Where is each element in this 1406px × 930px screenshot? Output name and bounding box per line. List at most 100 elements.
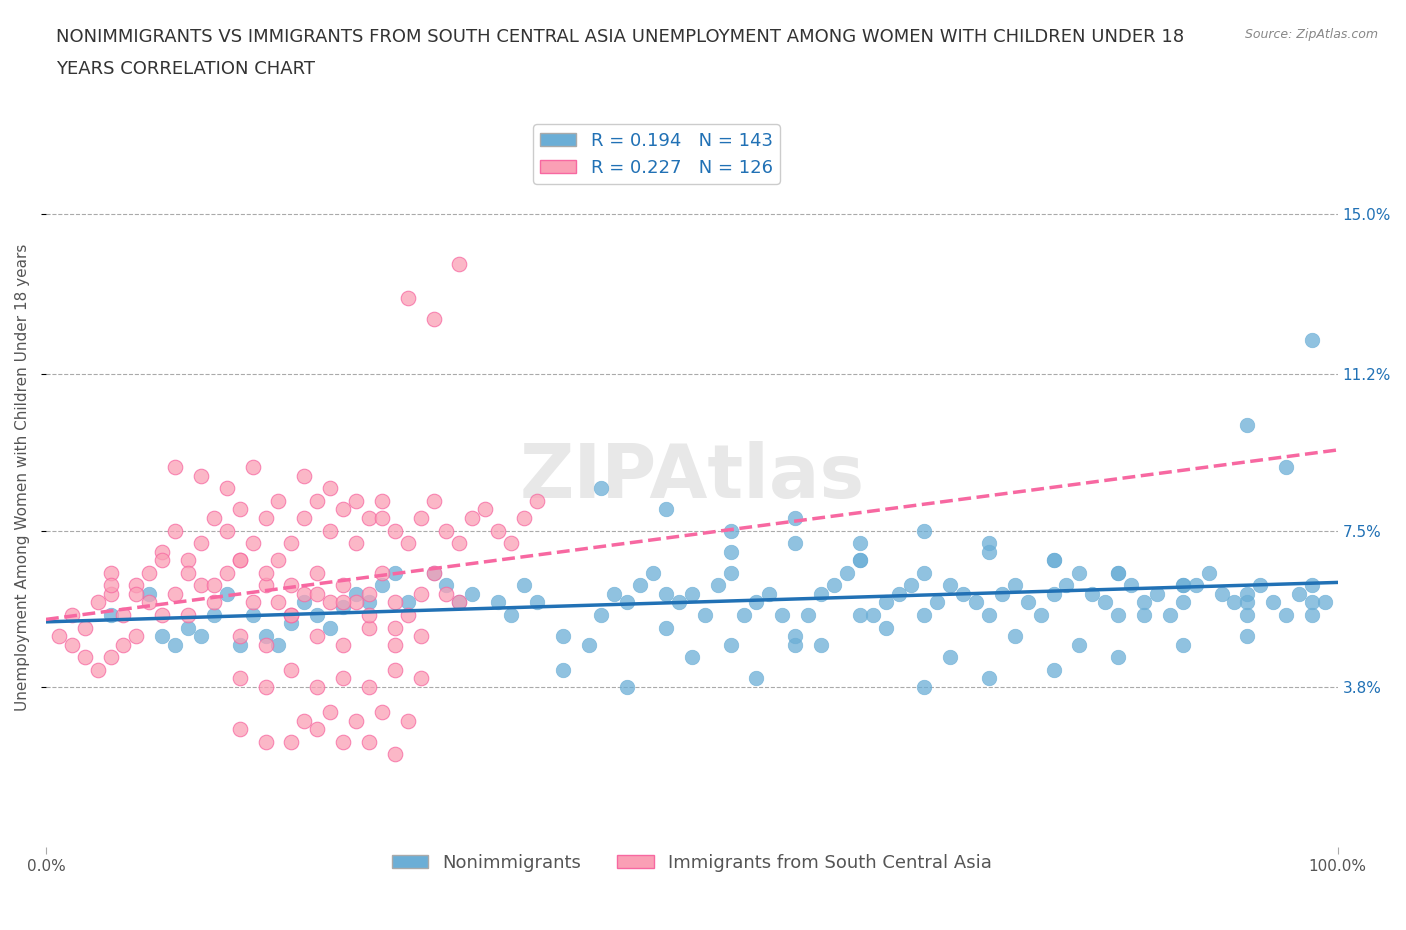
Point — [1042, 587, 1064, 602]
Point — [150, 607, 173, 622]
Point — [292, 511, 315, 525]
Point — [551, 629, 574, 644]
Point — [526, 494, 548, 509]
Point — [307, 680, 329, 695]
Point — [344, 536, 367, 551]
Point — [138, 587, 160, 602]
Point — [280, 607, 302, 622]
Point — [720, 523, 742, 538]
Point — [254, 637, 277, 652]
Point — [1301, 333, 1323, 348]
Point — [332, 595, 354, 610]
Point — [384, 747, 406, 762]
Point — [1236, 418, 1258, 432]
Point — [215, 523, 238, 538]
Point — [190, 578, 212, 593]
Point — [357, 595, 380, 610]
Point — [1184, 578, 1206, 593]
Point — [1301, 595, 1323, 610]
Point — [112, 637, 135, 652]
Point — [1288, 587, 1310, 602]
Point — [229, 722, 252, 737]
Point — [1094, 595, 1116, 610]
Point — [357, 680, 380, 695]
Point — [254, 565, 277, 580]
Point — [977, 671, 1000, 685]
Point — [332, 578, 354, 593]
Point — [165, 459, 187, 474]
Point — [1081, 587, 1104, 602]
Point — [319, 481, 342, 496]
Point — [384, 565, 406, 580]
Point — [229, 671, 252, 685]
Point — [307, 722, 329, 737]
Point — [551, 662, 574, 677]
Point — [849, 536, 872, 551]
Point — [1133, 607, 1156, 622]
Point — [384, 637, 406, 652]
Point — [758, 587, 780, 602]
Point — [449, 257, 471, 272]
Point — [449, 595, 471, 610]
Point — [242, 459, 264, 474]
Point — [254, 511, 277, 525]
Point — [706, 578, 728, 593]
Point — [125, 578, 148, 593]
Point — [436, 587, 458, 602]
Point — [371, 578, 394, 593]
Point — [436, 578, 458, 593]
Point — [1017, 595, 1039, 610]
Point — [242, 595, 264, 610]
Point — [138, 565, 160, 580]
Text: ZIPAtlas: ZIPAtlas — [519, 441, 865, 514]
Point — [616, 680, 638, 695]
Point — [396, 291, 419, 306]
Point — [332, 599, 354, 614]
Point — [939, 650, 962, 665]
Point — [100, 578, 122, 593]
Point — [912, 607, 935, 622]
Point — [745, 595, 768, 610]
Point — [396, 713, 419, 728]
Point — [280, 578, 302, 593]
Text: YEARS CORRELATION CHART: YEARS CORRELATION CHART — [56, 60, 315, 78]
Point — [254, 629, 277, 644]
Point — [112, 607, 135, 622]
Point — [357, 607, 380, 622]
Point — [1275, 459, 1298, 474]
Point — [215, 587, 238, 602]
Point — [965, 595, 987, 610]
Point — [319, 620, 342, 635]
Point — [267, 494, 290, 509]
Point — [422, 565, 444, 580]
Point — [396, 595, 419, 610]
Point — [371, 511, 394, 525]
Point — [125, 629, 148, 644]
Point — [823, 578, 845, 593]
Point — [835, 565, 858, 580]
Point — [202, 607, 225, 622]
Point — [668, 595, 690, 610]
Point — [307, 607, 329, 622]
Point — [215, 565, 238, 580]
Point — [177, 552, 200, 567]
Point — [977, 544, 1000, 559]
Point — [60, 637, 83, 652]
Point — [344, 595, 367, 610]
Point — [1171, 637, 1194, 652]
Point — [384, 595, 406, 610]
Point — [1056, 578, 1078, 593]
Point — [177, 607, 200, 622]
Point — [912, 565, 935, 580]
Y-axis label: Unemployment Among Women with Children Under 18 years: Unemployment Among Women with Children U… — [15, 244, 30, 711]
Point — [745, 671, 768, 685]
Point — [60, 607, 83, 622]
Point — [1004, 578, 1026, 593]
Point — [1042, 552, 1064, 567]
Point — [86, 662, 108, 677]
Point — [474, 502, 496, 517]
Point — [862, 607, 884, 622]
Point — [409, 671, 432, 685]
Point — [1236, 587, 1258, 602]
Point — [229, 502, 252, 517]
